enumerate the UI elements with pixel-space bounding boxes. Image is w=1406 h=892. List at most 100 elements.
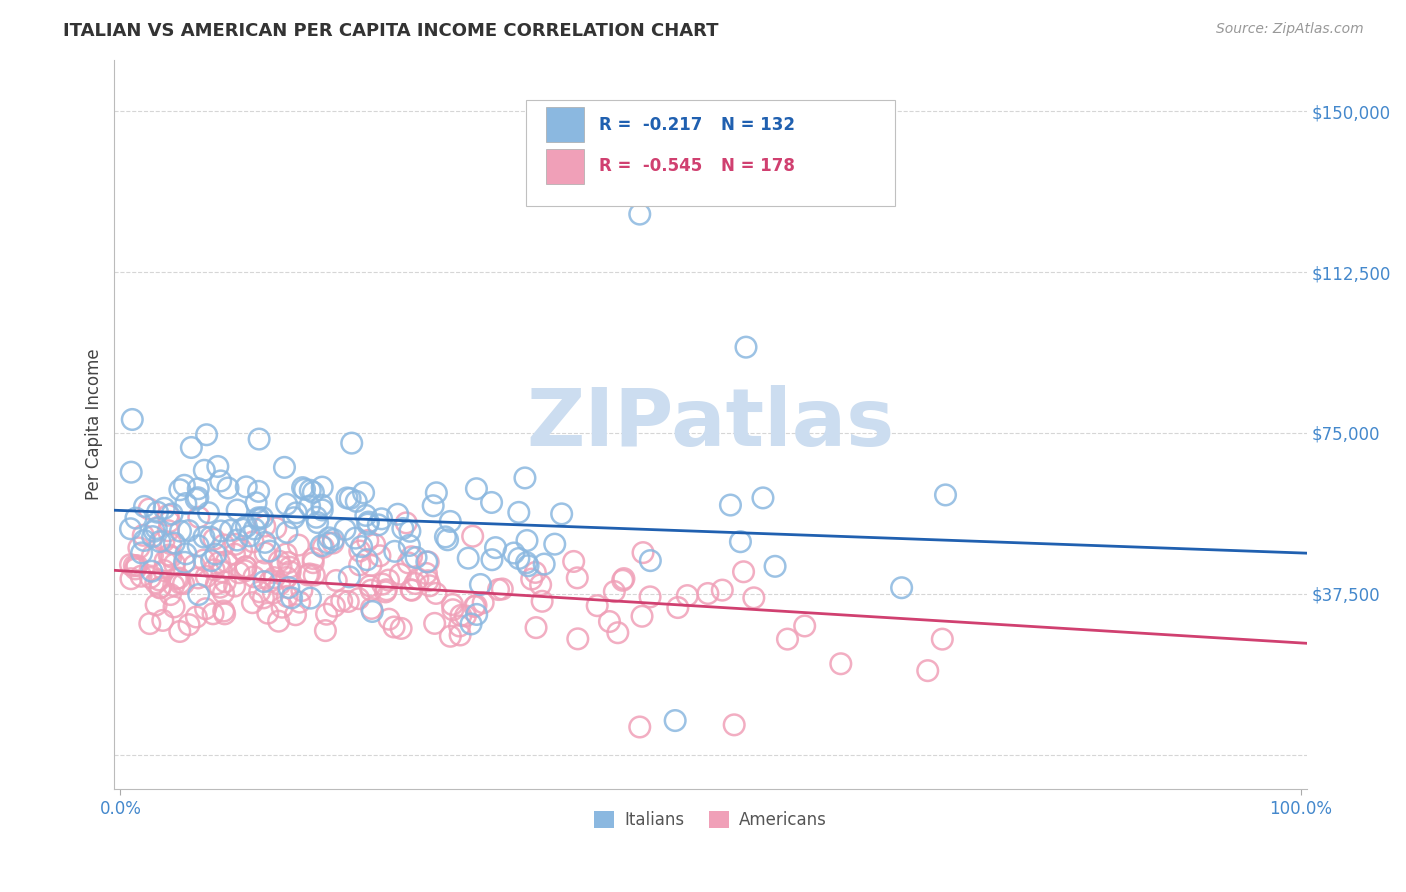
Point — [524, 621, 547, 635]
Point — [200, 530, 222, 544]
Point — [187, 571, 209, 585]
Point — [340, 436, 363, 450]
Point — [160, 507, 183, 521]
Point — [169, 624, 191, 639]
Point — [347, 591, 370, 606]
Point — [141, 549, 163, 563]
Point — [441, 598, 464, 612]
Legend: Italians, Americans: Italians, Americans — [588, 804, 834, 836]
Point — [360, 583, 382, 598]
Point — [311, 503, 333, 517]
Point — [247, 511, 270, 525]
Point — [628, 207, 651, 221]
Point — [288, 595, 311, 609]
Point — [461, 529, 484, 543]
Point — [187, 588, 209, 602]
Point — [252, 591, 274, 605]
Point — [472, 596, 495, 610]
Point — [302, 551, 325, 566]
Point — [360, 558, 382, 573]
Point — [194, 601, 217, 615]
Point — [723, 718, 745, 732]
Point — [187, 491, 209, 505]
Point — [138, 502, 160, 516]
Point — [419, 579, 441, 593]
Point — [177, 617, 200, 632]
Point — [367, 517, 389, 532]
Point — [124, 562, 146, 576]
Point — [375, 582, 398, 597]
Point — [405, 550, 427, 565]
Point — [465, 607, 488, 622]
Point — [201, 554, 224, 568]
Point — [157, 524, 180, 538]
Point — [247, 512, 270, 526]
Point — [377, 573, 399, 587]
Point — [516, 533, 538, 548]
Point — [793, 619, 815, 633]
Point — [406, 572, 429, 586]
Point — [389, 621, 412, 635]
Point — [776, 632, 799, 646]
Point — [439, 515, 461, 529]
Point — [404, 576, 426, 591]
Point — [612, 574, 634, 588]
Point — [297, 567, 319, 582]
Point — [520, 572, 543, 586]
Point — [533, 557, 555, 571]
Point — [530, 578, 553, 592]
Point — [298, 499, 321, 513]
Point — [193, 463, 215, 477]
Point — [165, 572, 187, 586]
Point — [387, 508, 409, 522]
Point — [231, 522, 253, 536]
Point — [186, 610, 208, 624]
Point — [298, 566, 321, 581]
Bar — [546, 149, 585, 184]
Point — [562, 554, 585, 568]
Point — [193, 530, 215, 544]
Point — [382, 620, 405, 634]
Point — [148, 573, 170, 587]
Point — [276, 525, 298, 540]
Point — [339, 570, 361, 584]
Point — [311, 480, 333, 494]
Point — [318, 531, 340, 545]
Point — [931, 632, 953, 647]
Point — [125, 511, 148, 525]
Point — [516, 556, 538, 570]
Text: R =  -0.217: R = -0.217 — [599, 116, 702, 134]
Point — [291, 481, 314, 495]
Point — [513, 471, 536, 485]
Point — [344, 531, 367, 545]
Point — [247, 432, 270, 446]
Text: ZIPatlas: ZIPatlas — [526, 385, 894, 464]
Point — [263, 571, 285, 585]
Point — [314, 624, 336, 638]
Point — [193, 553, 215, 567]
Point — [304, 568, 326, 582]
Point — [360, 601, 382, 615]
Point — [145, 522, 167, 536]
Point — [157, 515, 180, 529]
Point — [207, 459, 229, 474]
Point — [231, 542, 253, 557]
Point — [344, 494, 367, 508]
Point — [309, 539, 332, 553]
Text: N = 178: N = 178 — [721, 157, 796, 175]
Point — [277, 581, 299, 595]
Point — [460, 616, 482, 631]
Point — [481, 552, 503, 566]
Point — [252, 564, 274, 578]
Point — [934, 488, 956, 502]
Point — [153, 554, 176, 568]
Point — [159, 588, 181, 602]
Point — [173, 576, 195, 591]
Point — [167, 571, 190, 585]
Point — [205, 577, 228, 591]
Point — [149, 581, 172, 595]
Point — [291, 583, 314, 598]
Point — [278, 560, 301, 574]
Point — [249, 584, 271, 599]
Point — [160, 549, 183, 564]
